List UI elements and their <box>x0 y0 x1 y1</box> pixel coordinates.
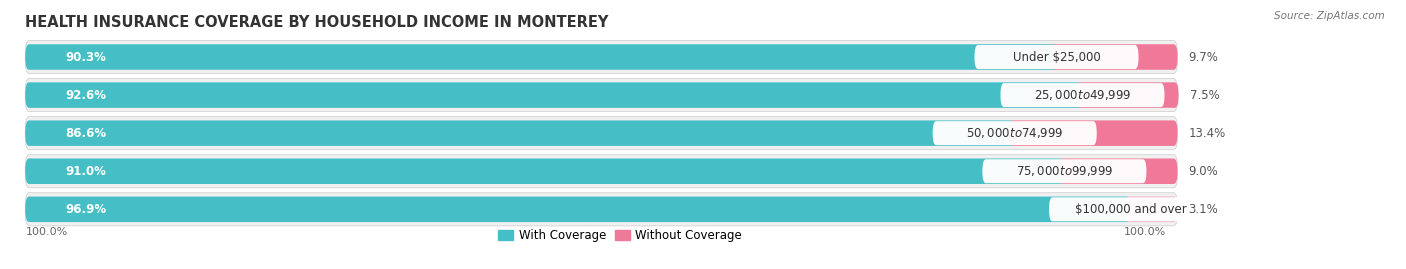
Text: 9.7%: 9.7% <box>1188 51 1219 63</box>
Text: Under $25,000: Under $25,000 <box>1012 51 1101 63</box>
Text: 3.1%: 3.1% <box>1188 203 1219 216</box>
Text: $100,000 and over: $100,000 and over <box>1076 203 1187 216</box>
FancyBboxPatch shape <box>25 155 1177 188</box>
FancyBboxPatch shape <box>25 79 1177 112</box>
FancyBboxPatch shape <box>1049 197 1213 221</box>
Text: 91.0%: 91.0% <box>65 165 105 178</box>
Text: $50,000 to $74,999: $50,000 to $74,999 <box>966 126 1063 140</box>
Text: 96.9%: 96.9% <box>65 203 105 216</box>
FancyBboxPatch shape <box>25 193 1177 226</box>
Text: HEALTH INSURANCE COVERAGE BY HOUSEHOLD INCOME IN MONTEREY: HEALTH INSURANCE COVERAGE BY HOUSEHOLD I… <box>25 15 609 30</box>
Text: 90.3%: 90.3% <box>65 51 105 63</box>
Text: 9.0%: 9.0% <box>1188 165 1219 178</box>
FancyBboxPatch shape <box>1059 158 1177 184</box>
FancyBboxPatch shape <box>974 45 1139 69</box>
Text: Source: ZipAtlas.com: Source: ZipAtlas.com <box>1274 11 1385 21</box>
FancyBboxPatch shape <box>932 121 1097 145</box>
FancyBboxPatch shape <box>1050 44 1177 70</box>
Text: 13.4%: 13.4% <box>1188 127 1226 140</box>
FancyBboxPatch shape <box>1001 83 1164 107</box>
Legend: With Coverage, Without Coverage: With Coverage, Without Coverage <box>494 225 747 247</box>
FancyBboxPatch shape <box>1010 121 1177 146</box>
Text: $25,000 to $49,999: $25,000 to $49,999 <box>1033 88 1132 102</box>
FancyBboxPatch shape <box>25 40 1177 74</box>
FancyBboxPatch shape <box>1125 197 1177 222</box>
Text: 7.5%: 7.5% <box>1189 89 1219 102</box>
Text: 86.6%: 86.6% <box>65 127 105 140</box>
FancyBboxPatch shape <box>983 159 1146 183</box>
FancyBboxPatch shape <box>25 158 1064 184</box>
Text: $75,000 to $99,999: $75,000 to $99,999 <box>1015 164 1114 178</box>
FancyBboxPatch shape <box>25 82 1083 108</box>
FancyBboxPatch shape <box>25 44 1057 70</box>
Text: 92.6%: 92.6% <box>65 89 105 102</box>
FancyBboxPatch shape <box>1077 82 1178 108</box>
FancyBboxPatch shape <box>25 121 1015 146</box>
FancyBboxPatch shape <box>25 197 1132 222</box>
Text: 100.0%: 100.0% <box>25 227 67 237</box>
FancyBboxPatch shape <box>25 116 1177 150</box>
Text: 100.0%: 100.0% <box>1123 227 1166 237</box>
